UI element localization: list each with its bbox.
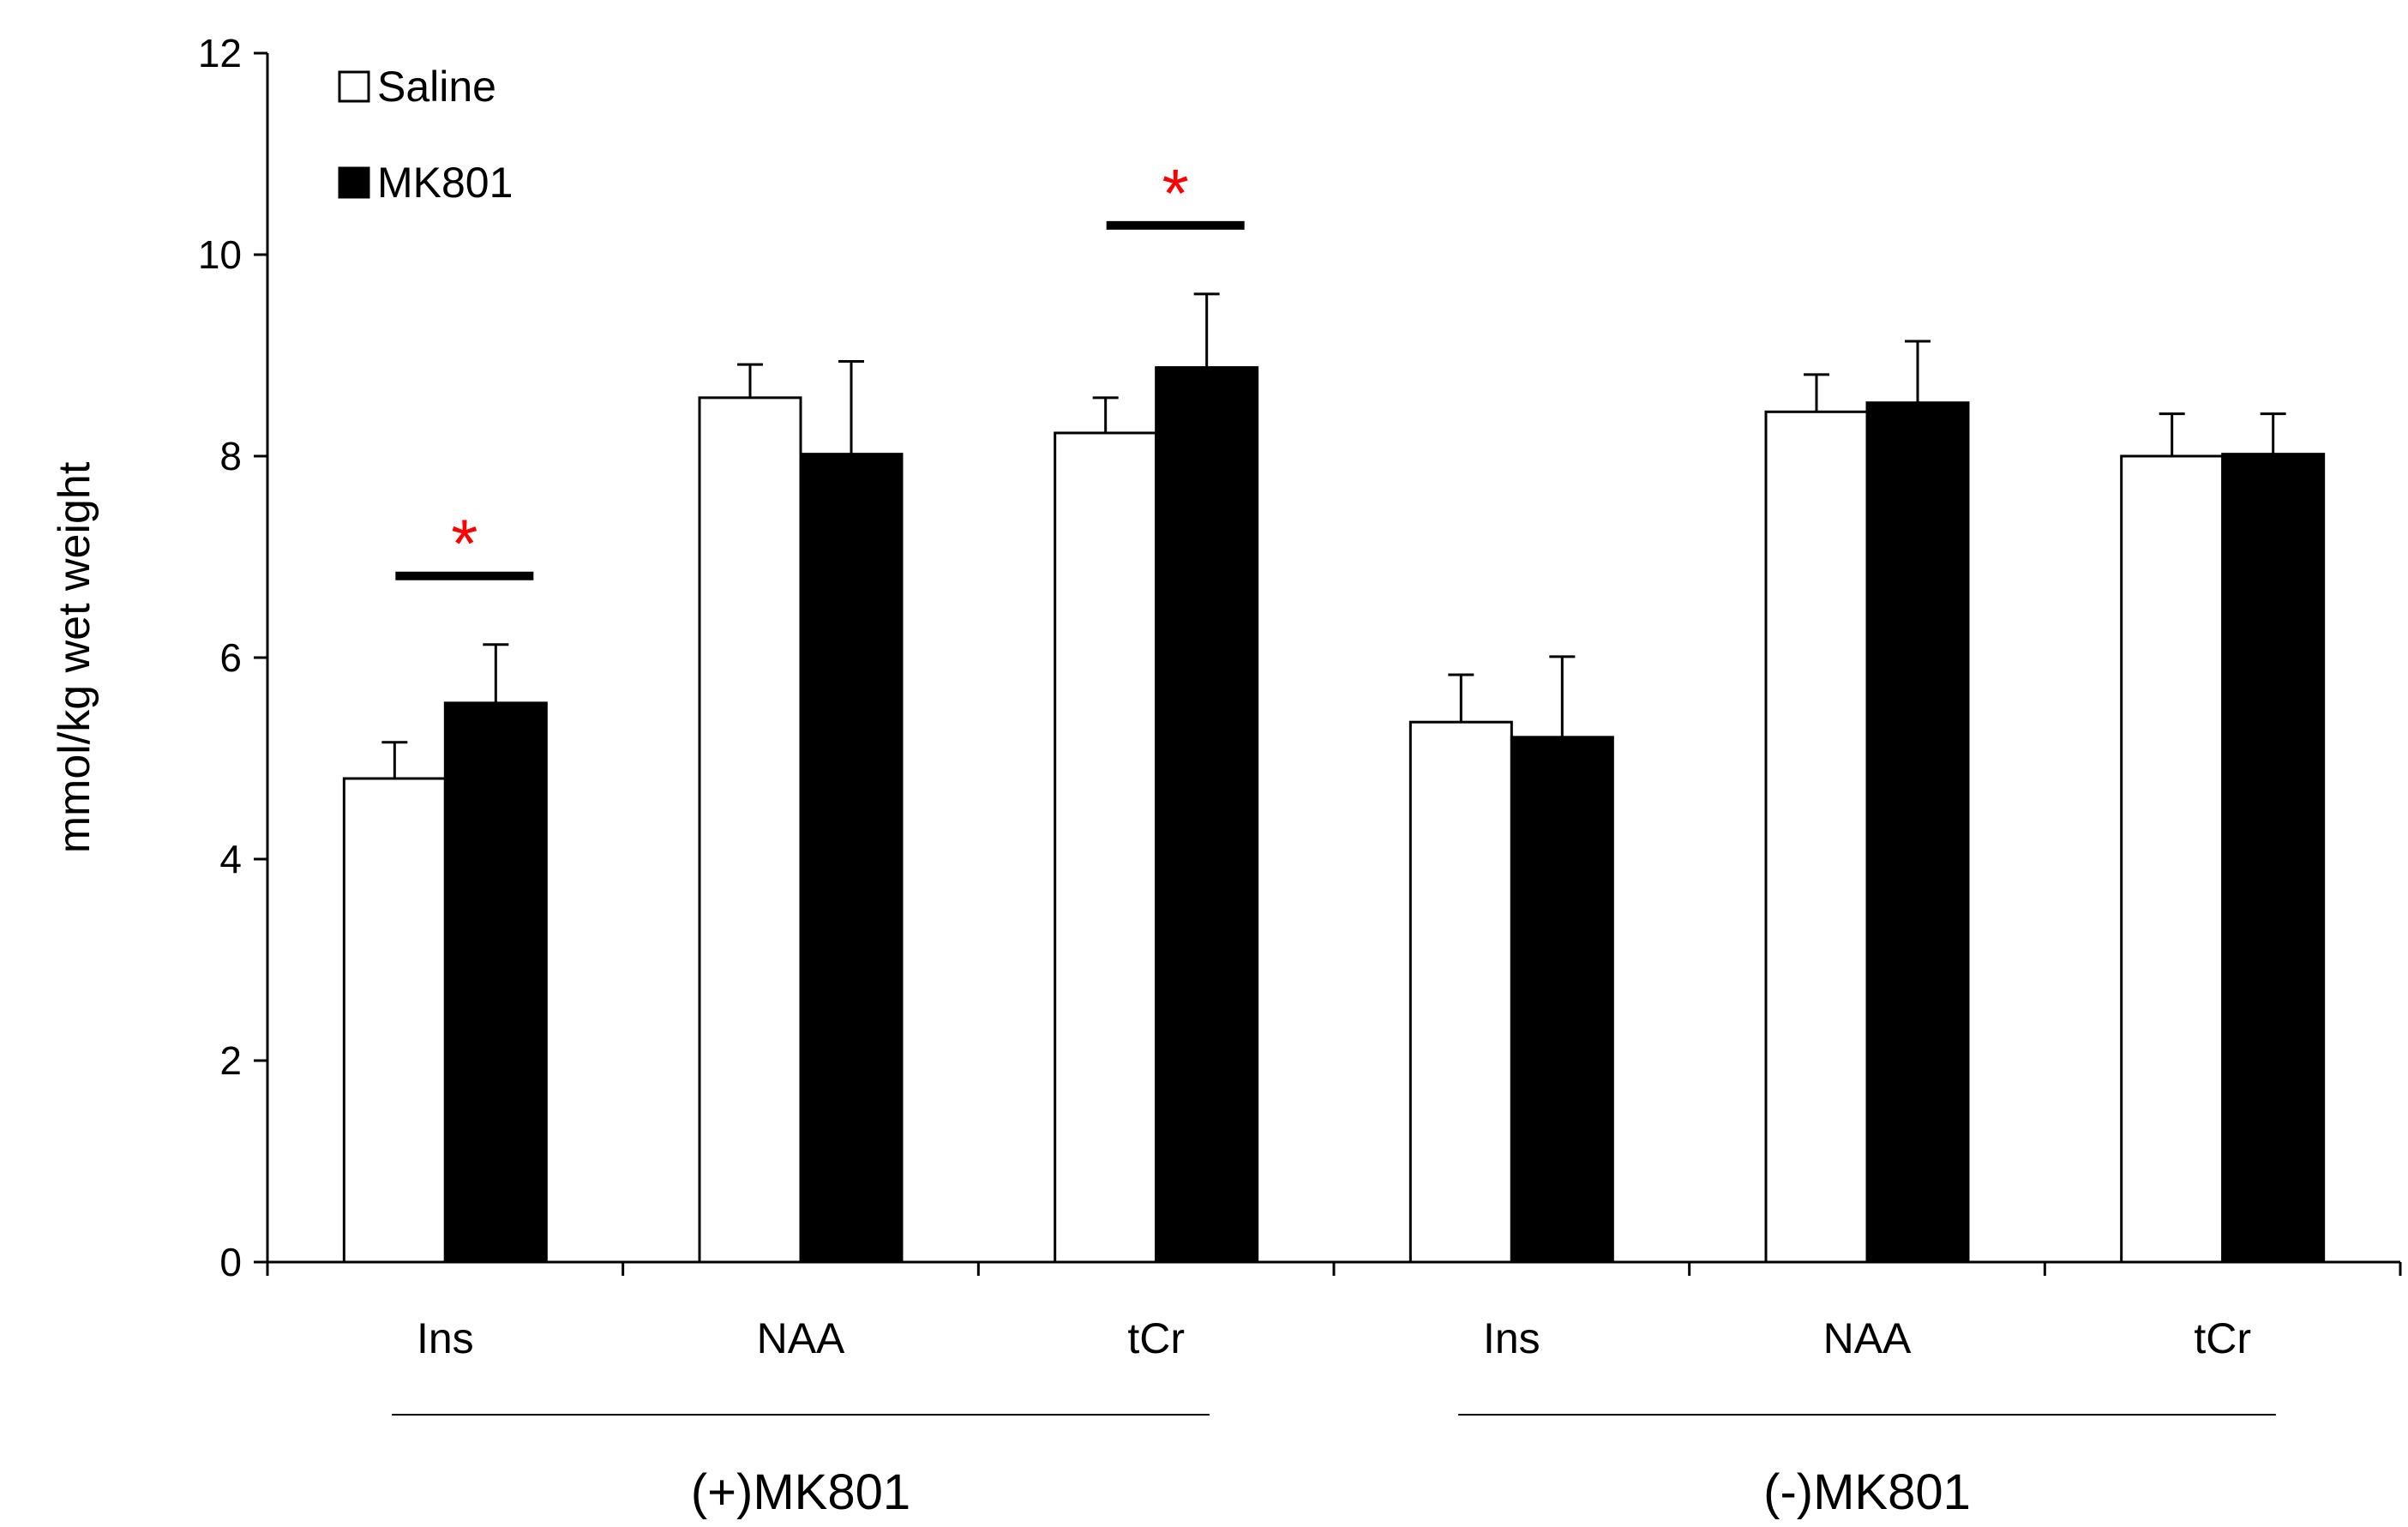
category-label: tCr — [2194, 1314, 2251, 1362]
legend: Saline MK801 — [338, 63, 513, 207]
y-tick-label: 0 — [219, 1240, 242, 1284]
y-tick-label: 4 — [219, 837, 242, 881]
group-label: (+)MK801 — [691, 1464, 910, 1520]
category-label: Ins — [417, 1314, 474, 1362]
legend-label-mk801: MK801 — [377, 159, 513, 207]
bar-mk801-naa — [1865, 401, 1970, 1264]
significance-markers: ** — [395, 155, 1245, 582]
category-label: Ins — [1483, 1314, 1540, 1362]
y-axis-title: mmol/kg wet weight — [50, 461, 99, 853]
bar-mk801-ins — [443, 701, 548, 1264]
bar-saline-ins — [342, 777, 447, 1264]
bar-saline-tcr — [2120, 454, 2225, 1264]
axes: 0 2 4 6 8 10 12 — [198, 31, 2402, 1284]
category-label: tCr — [1127, 1314, 1185, 1362]
y-tick-label: 8 — [219, 434, 242, 478]
bar-mk801-naa — [799, 453, 904, 1264]
significance-asterisk: * — [451, 506, 477, 582]
significance-asterisk: * — [1162, 155, 1189, 231]
bar-saline-tcr — [1054, 431, 1158, 1264]
bar-mk801-tcr — [1155, 366, 1259, 1264]
bar-mk801-tcr — [2221, 453, 2326, 1264]
category-label: NAA — [1823, 1314, 1912, 1362]
y-tick-label: 2 — [219, 1038, 242, 1083]
bar-mk801-ins — [1510, 736, 1614, 1264]
bar-saline-ins — [1408, 720, 1513, 1264]
legend-label-saline: Saline — [377, 63, 496, 111]
axis-labels: Ins NAA tCr Ins NAA tCr (+)MK801 (-)MK801 mmol/k… — [50, 461, 2276, 1520]
y-tick-label: 10 — [198, 232, 242, 277]
legend-swatch-saline — [338, 70, 370, 103]
category-label: NAA — [757, 1314, 845, 1362]
error-bars — [381, 292, 2286, 779]
bar-saline-naa — [698, 396, 802, 1264]
group-label: (-)MK801 — [1763, 1464, 1971, 1520]
bar-saline-naa — [1764, 410, 1869, 1264]
y-tick-label: 12 — [198, 31, 242, 75]
legend-swatch-mk801 — [338, 166, 370, 199]
bars — [342, 366, 2326, 1264]
y-tick-label: 6 — [219, 635, 242, 680]
